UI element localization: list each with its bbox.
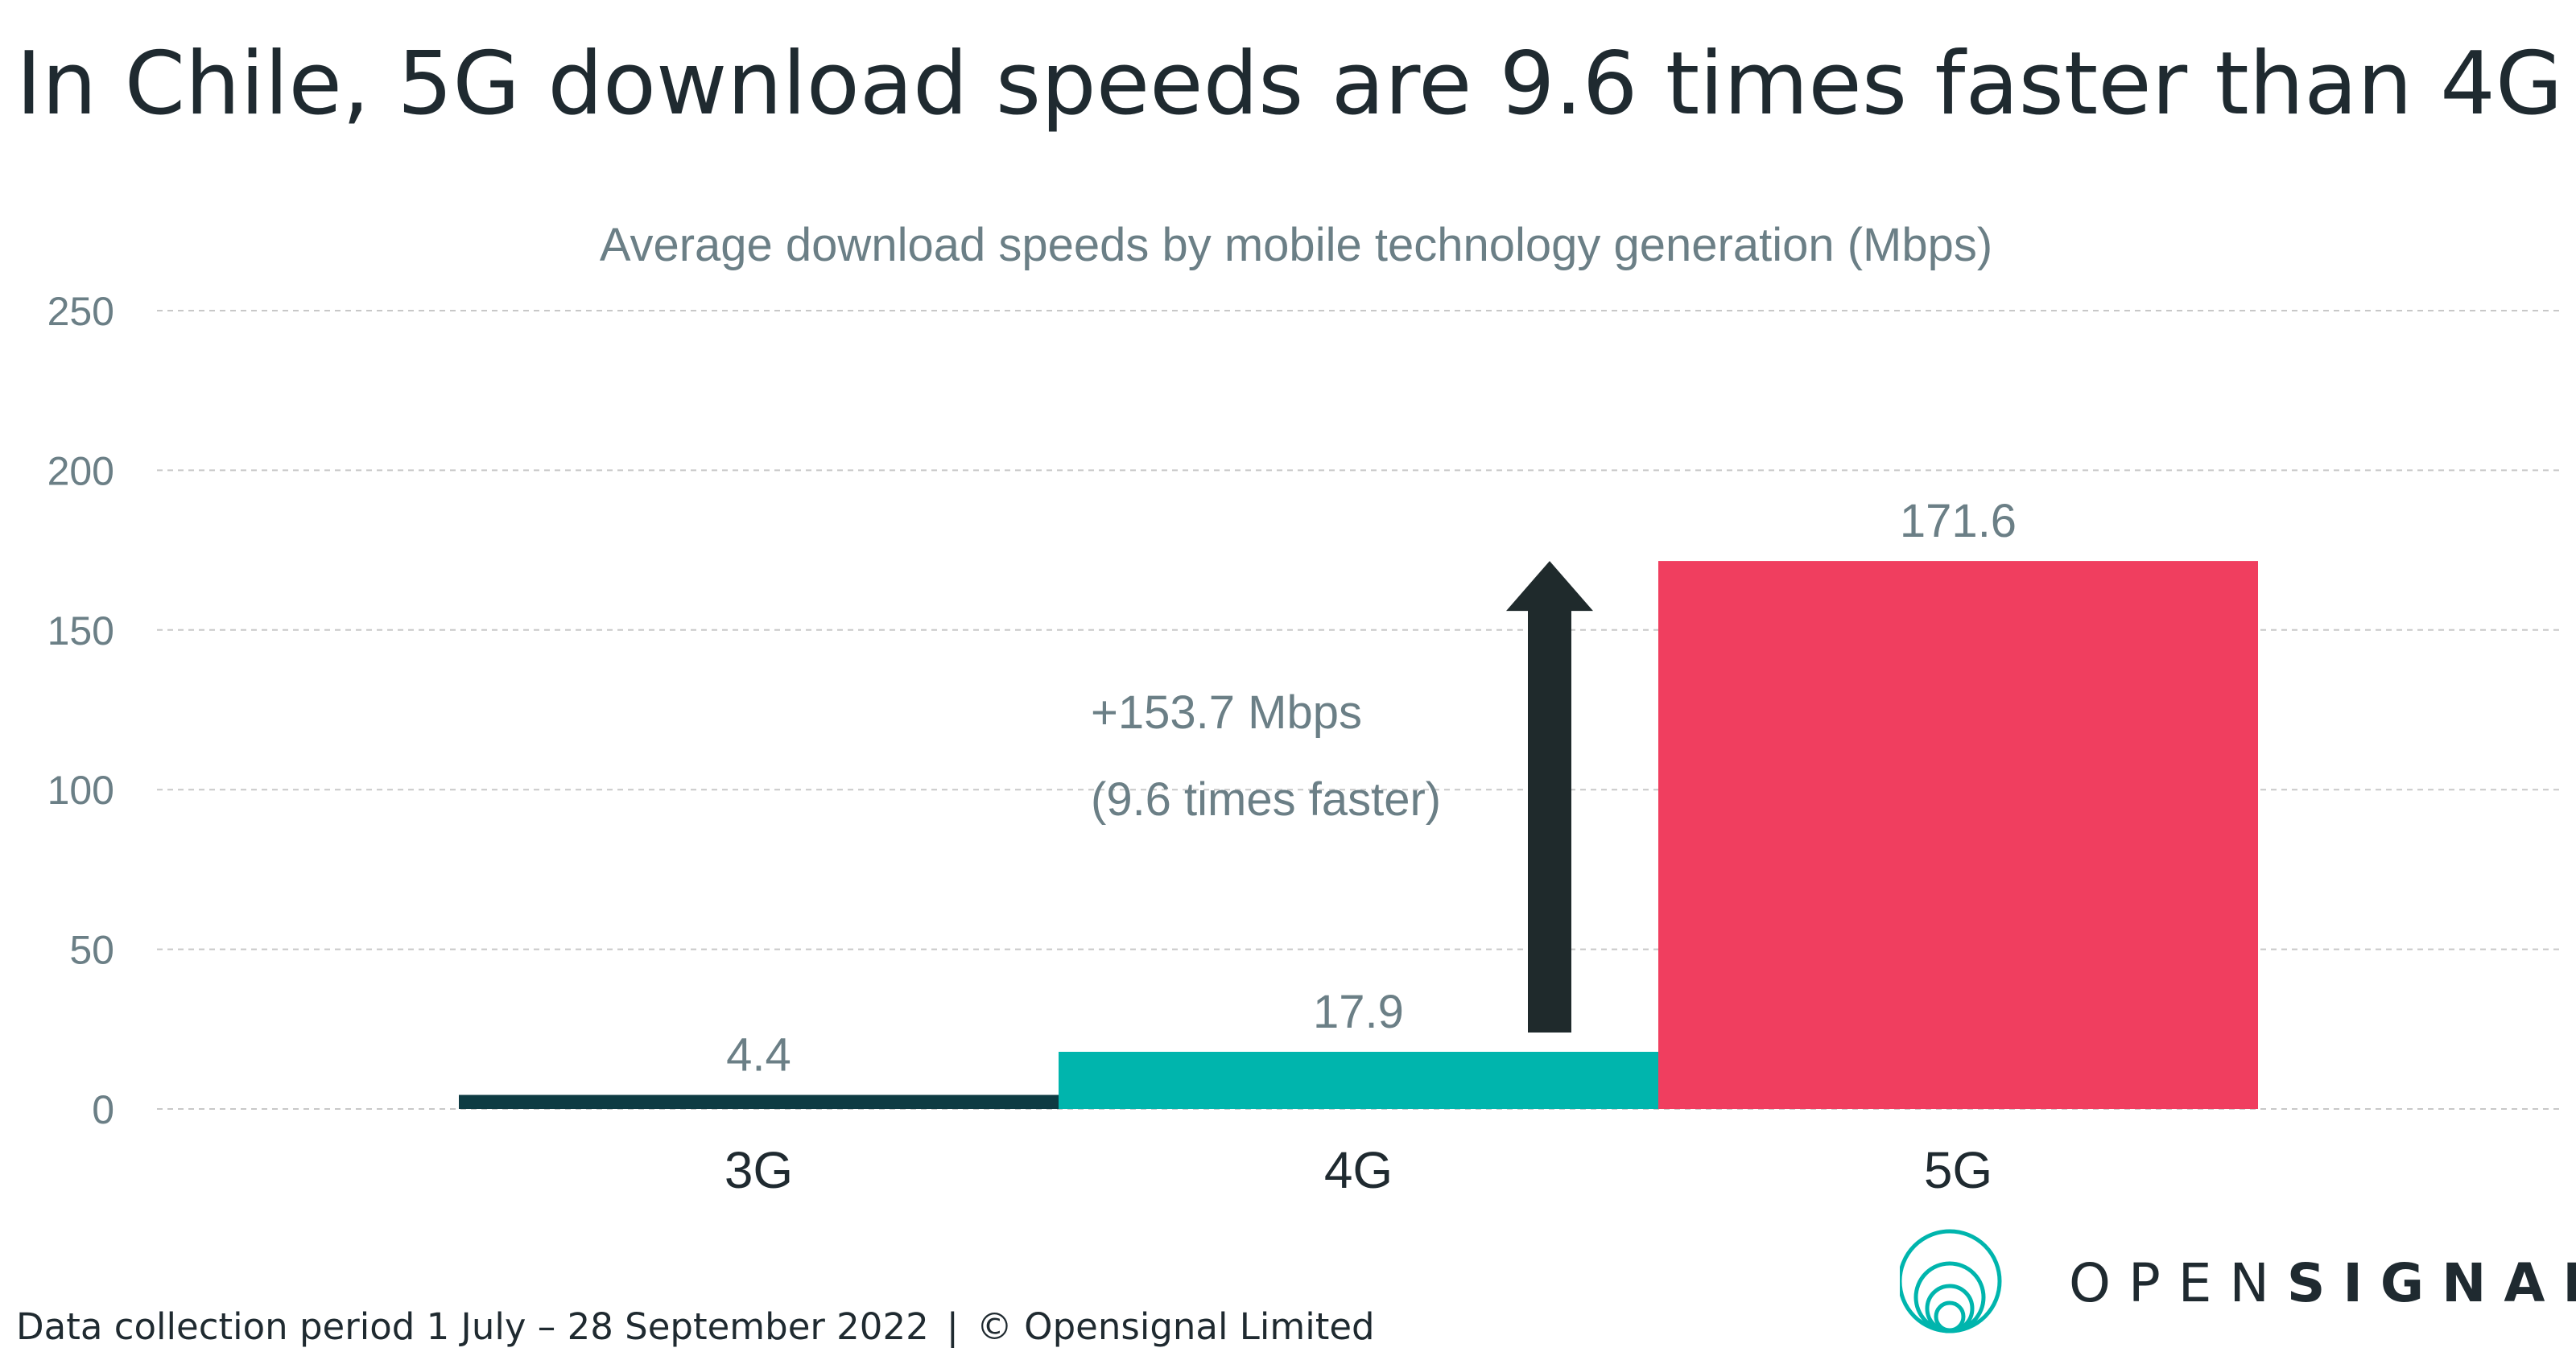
x-tick-label: 5G <box>1924 1141 1992 1199</box>
annotation-text: (9.6 times faster) <box>1091 773 1441 826</box>
y-tick-label: 100 <box>47 768 114 813</box>
y-tick-label: 250 <box>47 289 114 334</box>
x-tick-label: 4G <box>1324 1141 1393 1199</box>
opensignal-wordmark: OPENSIGNAL <box>2069 1252 2576 1314</box>
x-tick-label: 3G <box>724 1141 793 1199</box>
chart-subtitle: Average download speeds by mobile techno… <box>600 219 1992 271</box>
bar-4g <box>1059 1051 1658 1109</box>
value-label: 4.4 <box>726 1029 791 1082</box>
opensignal-rings-icon <box>1900 1229 2002 1333</box>
annotation-text: +153.7 Mbps <box>1091 686 1362 739</box>
bar-5g <box>1658 561 2258 1109</box>
difference-arrow <box>1506 561 1593 1033</box>
y-tick-label: 150 <box>47 608 114 653</box>
copyright-note: © Opensignal Limited <box>976 1305 1375 1348</box>
footer: Data collection period 1 July – 28 Septe… <box>16 1305 1375 1348</box>
value-label: 17.9 <box>1313 986 1404 1038</box>
footer-separator: | <box>946 1305 959 1348</box>
data-period-note: Data collection period 1 July – 28 Septe… <box>16 1305 929 1348</box>
bar-3g <box>459 1094 1059 1109</box>
page-title: In Chile, 5G download speeds are 9.6 tim… <box>16 34 2563 134</box>
value-label: 171.6 <box>1900 495 2017 547</box>
y-tick-label: 0 <box>92 1087 114 1132</box>
bar-chart: Average download speeds by mobile techno… <box>47 219 2560 1199</box>
opensignal-logo <box>1900 1229 2002 1333</box>
y-tick-label: 200 <box>47 448 114 493</box>
y-tick-label: 50 <box>69 928 114 973</box>
